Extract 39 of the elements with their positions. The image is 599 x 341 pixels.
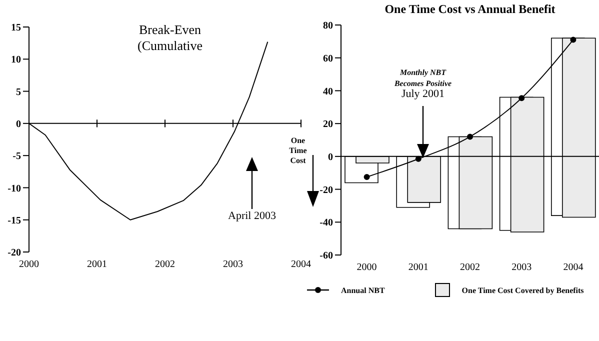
y-tick-label: -10 (8, 183, 21, 194)
y-tick-label: 15 (11, 22, 21, 34)
chart-title: Break-Even (Cumulative (136, 22, 204, 54)
x-tick-label: 2002 (155, 259, 175, 270)
x-tick-label: 2000 (356, 262, 377, 274)
x-tick-label: 2003 (223, 259, 243, 270)
x-tick-label: 2001 (408, 262, 428, 274)
point (518, 95, 525, 102)
y-tick-label: -20 (8, 248, 21, 259)
y-tick-label: -40 (320, 218, 333, 229)
y-tick-label: -60 (320, 250, 333, 262)
point (467, 134, 473, 140)
x-tick-label: 2004 (563, 262, 584, 274)
annotation: July 2001 (400, 88, 446, 100)
y-tick-label: 0 (328, 152, 333, 163)
x-tick-label: 2002 (460, 262, 480, 274)
chart-title: One Time Cost vs Annual Benefit (384, 2, 556, 17)
y-tick-label: 40 (323, 86, 333, 98)
point (364, 174, 370, 180)
y-tick-label: -15 (8, 215, 21, 226)
point (415, 156, 422, 162)
y-tick-label: -5 (12, 151, 21, 162)
annotation: Monthly NBT Becomes Positive (393, 67, 453, 89)
x-tick-label: 2001 (87, 259, 107, 270)
y-tick-label: 80 (323, 20, 333, 32)
y-tick-label: 10 (11, 54, 21, 66)
y-tick-label: 60 (323, 53, 333, 64)
annotation: April 2003 (227, 210, 277, 222)
x-tick-label: 2004 (291, 259, 311, 270)
legend-label: Annual NBT (341, 286, 385, 294)
x-tick-label: 2003 (512, 262, 532, 274)
y-tick-label: 20 (323, 119, 333, 130)
y-tick-label: -20 (320, 184, 333, 196)
point (570, 36, 576, 43)
x-tick-label: 2000 (19, 259, 39, 270)
legend-label: One Time Cost Covered by Benefits (462, 286, 584, 294)
y-tick-label: 5 (16, 86, 21, 98)
y-axis-title: One Time Cost (288, 136, 308, 166)
y-tick-label: 0 (16, 118, 21, 130)
